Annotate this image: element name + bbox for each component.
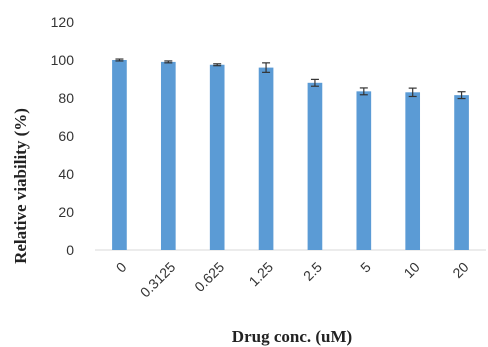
y-tick-label: 60	[58, 128, 74, 144]
bar	[112, 60, 127, 250]
error-bar	[115, 58, 124, 62]
bar	[160, 61, 176, 251]
x-tick-label: 10	[400, 259, 422, 281]
bar	[307, 82, 323, 250]
error-bar	[262, 62, 271, 73]
x-tick-label: 1.25	[246, 259, 277, 290]
y-tick-labels: 0 20 40 60 80 100 120	[51, 14, 75, 258]
x-tick-label: 0	[113, 259, 130, 276]
x-tick-label: 0.625	[191, 259, 227, 295]
bars	[112, 58, 469, 251]
error-bar	[408, 87, 417, 98]
y-axis-title: Relative viability (%)	[11, 108, 30, 264]
x-tick-label: 5	[357, 259, 374, 276]
bar	[405, 92, 421, 250]
bar	[258, 67, 274, 250]
x-tick-labels: 0 0.3125 0.625 1.25 2.5 5 10 20	[113, 259, 472, 301]
x-tick-label: 20	[449, 259, 471, 281]
error-bar	[213, 63, 222, 67]
bar	[356, 91, 372, 250]
x-tick-label: 0.3125	[137, 259, 179, 301]
y-tick-label: 120	[51, 14, 75, 30]
x-tick-label: 2.5	[300, 259, 325, 284]
y-tick-label: 20	[58, 204, 74, 220]
error-bar	[164, 60, 173, 64]
error-bar	[457, 91, 466, 100]
bar	[209, 64, 225, 250]
error-bar	[359, 87, 368, 96]
y-tick-label: 0	[66, 242, 74, 258]
y-tick-label: 100	[51, 52, 75, 68]
y-tick-label: 80	[58, 90, 74, 106]
y-tick-label: 40	[58, 166, 74, 182]
error-bar	[310, 78, 319, 87]
x-axis-title: Drug conc. (uM)	[232, 327, 352, 346]
bar	[454, 95, 469, 251]
